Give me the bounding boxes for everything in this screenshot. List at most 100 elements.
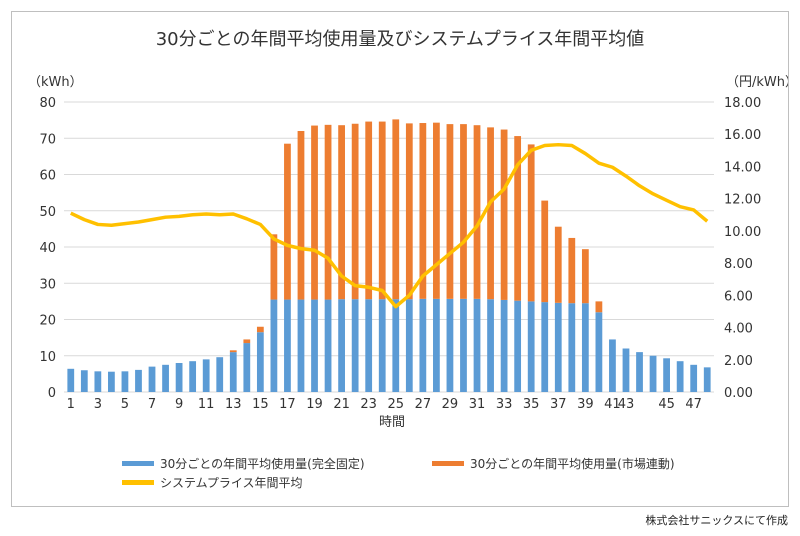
bar-fixed (121, 371, 129, 392)
x-tick-label: 39 (577, 397, 594, 412)
x-tick-label: 37 (550, 397, 567, 412)
right-tick-label: 10.00 (724, 225, 761, 240)
bar-fixed (541, 302, 549, 392)
bar-market (433, 122, 440, 299)
bar-fixed (256, 332, 264, 392)
bar-fixed (419, 298, 427, 392)
right-tick-label: 14.00 (724, 160, 761, 175)
left-tick-label: 10 (39, 350, 56, 365)
x-tick-label: 43 (618, 397, 635, 412)
bar-fixed (108, 371, 115, 392)
bar-fixed (568, 303, 576, 392)
bar-market (338, 125, 345, 300)
bar-fixed (270, 299, 278, 392)
x-tick-label: 5 (121, 397, 129, 412)
bar-fixed (676, 361, 684, 392)
bar-fixed (175, 363, 183, 392)
bar-fixed (527, 301, 535, 392)
right-tick-label: 18.00 (724, 96, 761, 111)
bar-market (311, 125, 318, 300)
x-tick-label: 15 (252, 397, 269, 412)
x-tick-label: 23 (360, 397, 377, 412)
bar-fixed (80, 370, 88, 392)
bar-market (270, 234, 278, 300)
bar-market (297, 131, 305, 300)
bar-market (243, 339, 251, 344)
bar-market (324, 124, 332, 300)
x-tick-label: 13 (225, 397, 242, 412)
bar-fixed (405, 299, 413, 392)
x-tick-label: 7 (148, 397, 156, 412)
x-tick-label: 21 (333, 397, 350, 412)
x-tick-label: 19 (306, 397, 323, 412)
bar-fixed (554, 302, 562, 392)
legend-label-price: システムプライス年間平均 (160, 476, 303, 490)
x-tick-label: 45 (658, 397, 675, 412)
bar-market (581, 249, 589, 304)
bar-market (500, 129, 508, 300)
chart-title: 30分ごとの年間平均使用量及びシステムプライス年間平均値 (156, 29, 645, 50)
bar-fixed (500, 299, 508, 392)
left-tick-label: 40 (39, 241, 56, 256)
bar-fixed (473, 298, 481, 392)
x-tick-label: 11 (198, 397, 215, 412)
bar-fixed (433, 298, 440, 392)
bar-fixed (148, 366, 156, 392)
left-tick-label: 70 (39, 132, 56, 147)
legend-swatch-fixed (122, 461, 154, 466)
bar-fixed (622, 348, 630, 392)
bar-fixed (162, 364, 169, 392)
bar-market (554, 226, 562, 303)
legend-swatch-market (432, 461, 464, 466)
right-tick-label: 0.00 (724, 386, 753, 401)
x-tick-label: 29 (442, 397, 459, 412)
bar-fixed (216, 357, 224, 392)
bar-market (446, 124, 454, 299)
x-tick-label: 27 (415, 397, 432, 412)
bar-market (514, 136, 522, 301)
bar-fixed (189, 361, 197, 392)
bars (67, 119, 711, 392)
chart: 30分ごとの年間平均使用量及びシステムプライス年間平均値 （kWh） （円/kW… (28, 29, 788, 490)
right-tick-label: 2.00 (724, 354, 753, 369)
bar-fixed (609, 339, 616, 392)
x-tick-label: 33 (496, 397, 513, 412)
bar-market (541, 200, 549, 303)
bar-market (405, 123, 413, 300)
legend: 30分ごとの年間平均使用量(完全固定) 30分ごとの年間平均使用量(市場連動) … (122, 456, 675, 490)
bar-market (419, 123, 427, 299)
bar-fixed (365, 299, 373, 392)
x-tick-label: 41 (604, 397, 621, 412)
right-axis-ticks: 0.00 2.00 4.00 6.00 8.00 10.00 12.00 14.00 16.00… (724, 96, 761, 401)
bar-fixed (284, 299, 291, 392)
bar-market (568, 237, 576, 304)
bar-fixed (67, 368, 75, 392)
bar-market (460, 124, 467, 299)
x-tick-label: 17 (279, 397, 296, 412)
gridlines (64, 101, 714, 393)
right-tick-label: 4.00 (724, 322, 753, 337)
legend-label-market: 30分ごとの年間平均使用量(市場連動) (470, 456, 675, 471)
credit-text: 株式会社サニックスにて作成 (645, 514, 788, 527)
left-axis-unit: （kWh） (28, 75, 83, 90)
bar-fixed (311, 299, 318, 392)
bar-market (527, 144, 535, 302)
left-tick-label: 80 (39, 96, 56, 111)
legend-label-fixed: 30分ごとの年間平均使用量(完全固定) (160, 456, 365, 471)
bar-market (229, 350, 237, 353)
bar-fixed (595, 312, 603, 392)
bar-fixed (392, 299, 400, 392)
x-tick-label: 25 (387, 397, 404, 412)
right-axis-unit: （円/kWh） (726, 75, 788, 90)
system-price-line (70, 142, 709, 309)
bar-market (595, 301, 603, 313)
bar-fixed (202, 359, 210, 392)
bar-fixed (581, 303, 589, 392)
bar-fixed (649, 355, 657, 392)
bar-fixed (297, 299, 305, 392)
right-tick-label: 6.00 (724, 289, 753, 304)
left-tick-label: 0 (48, 386, 56, 401)
x-tick-label: 1 (67, 397, 75, 412)
bar-fixed (703, 367, 711, 392)
